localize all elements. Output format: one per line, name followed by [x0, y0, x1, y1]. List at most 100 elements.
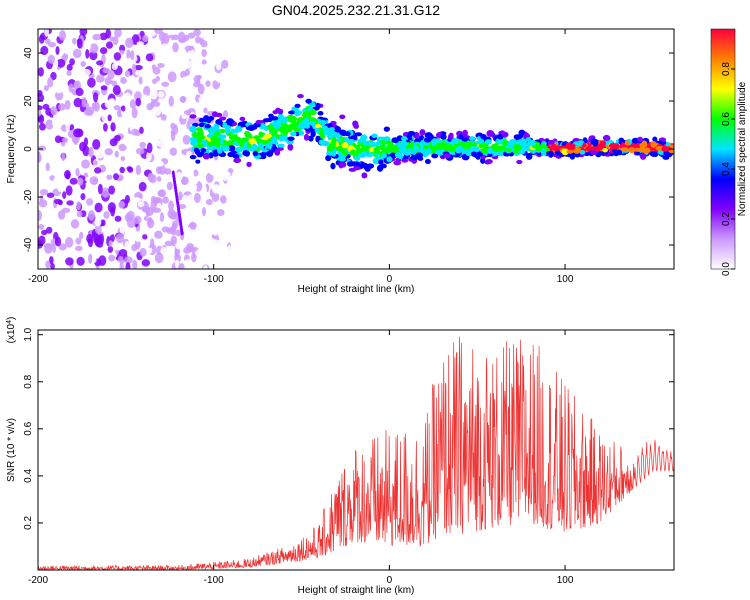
heatmap-noise-cell	[184, 259, 192, 267]
heatmap-signal-cell	[455, 148, 463, 154]
heatmap-noise-cell	[38, 145, 47, 151]
heatmap-noise-cell	[127, 166, 134, 173]
heatmap-noise-cell	[256, 54, 262, 60]
heatmap-noise-cell	[118, 200, 125, 209]
heatmap-noise-cell	[117, 174, 124, 182]
heatmap-noise-cell	[103, 211, 110, 219]
heatmap-noise-cell	[53, 176, 61, 187]
heatmap-noise-cell	[73, 97, 83, 108]
heatmap-noise-cell	[181, 176, 189, 186]
heatmap-noise-cell	[81, 96, 87, 108]
heatmap-noise-cell	[48, 256, 54, 265]
heatmap-signal-cell	[418, 135, 425, 141]
heatmap-signal-cell	[573, 148, 581, 154]
heatmap-noise-cell	[47, 42, 57, 48]
heatmap-noise-cell	[112, 84, 121, 96]
heatmap-noise-cell	[203, 265, 208, 269]
heatmap-signal-cell	[478, 143, 484, 149]
heatmap-signal-cell	[303, 124, 311, 129]
heatmap-signal-cell	[644, 147, 651, 154]
heatmap-signal-cell	[314, 123, 321, 129]
heatmap-noise-cell	[164, 240, 174, 247]
heatmap-noise-cell	[79, 231, 84, 240]
heatmap-noise-cell	[46, 215, 54, 221]
heatmap-noise-cell	[160, 114, 167, 121]
line-y-axis-label: SNR (10 * v/v)	[6, 418, 17, 482]
heatmap-noise-cell	[183, 109, 192, 116]
heatmap-noise-cell	[104, 148, 113, 156]
heatmap-signal-cell	[288, 110, 296, 115]
heatmap-signal-cell	[310, 130, 316, 138]
heatmap-noise-cell	[179, 156, 186, 167]
heatmap-signal-cell	[235, 125, 242, 131]
heatmap-noise-cell	[38, 210, 43, 221]
heatmap-noise-cell	[203, 222, 209, 233]
heatmap-noise-cell	[126, 49, 131, 60]
heatmap-signal-cell	[294, 103, 301, 108]
heatmap-noise-cell	[66, 63, 73, 72]
heatmap-noise-cell	[75, 237, 82, 245]
heatmap-noise-cell	[44, 29, 49, 37]
heatmap-noise-cell	[246, 177, 252, 185]
heatmap-noise-cell	[234, 214, 239, 225]
heatmap-noise-cell	[106, 174, 113, 180]
heatmap-noise-cell	[105, 41, 113, 49]
heatmap-signal-cell	[282, 130, 289, 136]
line-y-tick-label: 0.4	[23, 468, 34, 482]
heatmap-noise-cell	[69, 177, 78, 185]
heatmap-noise-cell	[243, 184, 250, 193]
heatmap-signal-cell	[287, 143, 294, 151]
heatmap-signal-cell	[421, 148, 429, 154]
heatmap-signal-cell	[485, 158, 493, 164]
heatmap-y-tick-label: 40	[23, 47, 34, 59]
line-y-tick-label: 1.0	[23, 327, 34, 341]
heatmap-noise-cell	[92, 138, 101, 150]
heatmap-noise-cell	[66, 70, 72, 77]
heatmap-noise-cell	[203, 102, 212, 108]
heatmap-signal-cell	[293, 127, 302, 133]
heatmap-noise-cell	[123, 92, 132, 103]
heatmap-noise-cell	[169, 147, 177, 156]
heatmap-noise-cell	[95, 152, 105, 159]
heatmap-noise-cell	[58, 103, 66, 111]
heatmap-signal-cell	[207, 140, 214, 147]
heatmap-noise-cell	[65, 123, 71, 133]
heatmap-signal-cell	[501, 131, 509, 138]
heatmap-noise-cell	[118, 143, 127, 152]
heatmap-noise-cell	[47, 54, 56, 64]
heatmap-signal-cell	[318, 119, 327, 125]
heatmap-noise-cell	[52, 114, 60, 121]
heatmap-noise-cell	[223, 45, 229, 54]
heatmap-noise-cell	[238, 96, 244, 104]
heatmap-signal-cell	[331, 137, 337, 144]
heatmap-signal-cell	[406, 134, 413, 139]
heatmap-signal-cell	[486, 129, 495, 137]
heatmap-noise-cell	[164, 65, 171, 73]
heatmap-signal-cell	[251, 143, 258, 151]
heatmap-noise-cell	[178, 48, 183, 55]
line-y-tick-label: 0.8	[23, 374, 34, 388]
heatmap-noise-cell	[99, 47, 108, 55]
heatmap-noise-cell	[248, 78, 256, 85]
heatmap-signal-cell	[391, 137, 400, 144]
heatmap-streak-cell	[180, 230, 184, 236]
heatmap-noise-cell	[114, 134, 121, 142]
heatmap-signal-cell	[386, 156, 393, 163]
line-marks	[38, 336, 674, 570]
heatmap-noise-cell	[227, 228, 232, 238]
heatmap-noise-cell	[154, 230, 163, 239]
heatmap-noise-cell	[252, 73, 261, 79]
line-x-tick-label: 0	[387, 575, 393, 586]
heatmap-x-tick-label: 100	[557, 274, 574, 285]
heatmap-noise-cell	[217, 209, 225, 217]
heatmap-signal-cell	[620, 146, 629, 152]
heatmap-signal-cell	[462, 129, 468, 137]
heatmap-noise-cell	[193, 81, 201, 88]
heatmap-signal-cell	[199, 135, 206, 140]
heatmap-noise-cell	[246, 261, 255, 269]
heatmap-noise-cell	[161, 43, 167, 51]
heatmap-noise-cell	[54, 236, 62, 247]
heatmap-noise-cell	[51, 119, 61, 128]
heatmap-noise-cell	[38, 261, 42, 269]
heatmap-noise-cell	[39, 123, 46, 131]
